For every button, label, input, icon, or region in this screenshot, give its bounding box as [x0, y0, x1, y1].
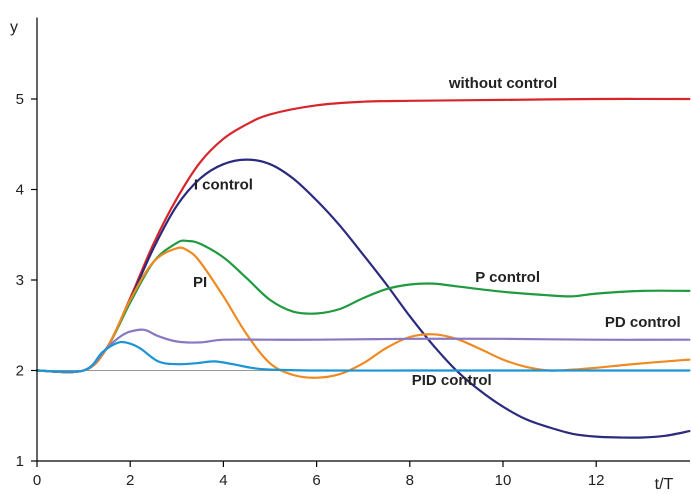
- series-line-i-control: [35, 158, 691, 439]
- series-label-p-control: P control: [475, 269, 540, 286]
- series-label-pd-control: PD control: [605, 314, 681, 331]
- x-tick-label: 2: [126, 472, 134, 489]
- y-tick-label: 1: [16, 453, 24, 470]
- y-tick-label: 5: [16, 91, 24, 108]
- series-layer: [35, 97, 691, 439]
- x-tick-label: 12: [588, 472, 605, 489]
- series-label-i-control: I control: [194, 177, 253, 194]
- x-tick-label: 6: [312, 472, 320, 489]
- x-tick-label: 0: [33, 472, 41, 489]
- series-line-pd-control: [35, 328, 691, 374]
- series-line-p-control: [35, 239, 691, 374]
- x-axis-title: t/T: [655, 476, 674, 493]
- x-tick-label: 4: [219, 472, 227, 489]
- axes-layer: [36, 17, 690, 462]
- y-tick-label: 2: [16, 363, 24, 380]
- series-label-pid-control: PID control: [412, 372, 492, 389]
- series-label-pi: PI: [193, 274, 207, 291]
- y-tick-label: 3: [16, 272, 24, 289]
- x-tick-label: 10: [495, 472, 512, 489]
- series-line-pi: [35, 246, 691, 379]
- label-layer: without control I control P control PI PD co…: [193, 75, 681, 389]
- y-axis-title: y: [10, 19, 18, 36]
- series-label-without-control: without control: [448, 75, 557, 92]
- series-line-pid-control: [35, 340, 691, 373]
- x-tick-label: 8: [406, 472, 414, 489]
- y-tick-label: 4: [16, 182, 24, 199]
